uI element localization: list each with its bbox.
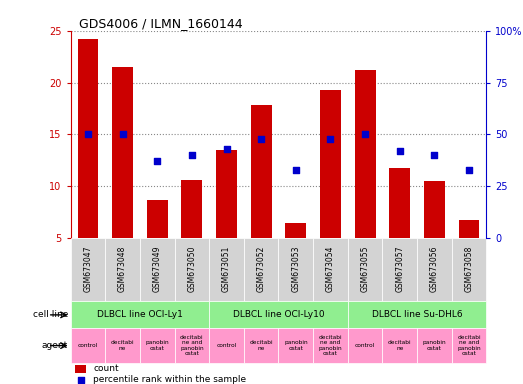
Text: decitabi
ne: decitabi ne xyxy=(249,340,273,351)
Bar xyxy=(71,328,105,363)
Text: GSM673056: GSM673056 xyxy=(430,245,439,292)
Point xyxy=(395,148,404,154)
Bar xyxy=(147,200,167,238)
Point xyxy=(292,167,300,173)
Bar xyxy=(251,105,271,238)
Point xyxy=(361,131,369,137)
Bar xyxy=(348,328,382,363)
Point xyxy=(430,152,439,158)
Bar xyxy=(355,70,376,238)
Text: panobin
ostat: panobin ostat xyxy=(423,340,446,351)
Text: cell line: cell line xyxy=(32,310,68,319)
Bar xyxy=(348,238,382,301)
Text: GSM673047: GSM673047 xyxy=(84,245,93,292)
Text: count: count xyxy=(94,364,119,373)
Bar xyxy=(452,238,486,301)
Bar xyxy=(459,220,480,238)
Bar xyxy=(105,238,140,301)
Text: decitabi
ne: decitabi ne xyxy=(388,340,412,351)
Text: panobin
ostat: panobin ostat xyxy=(145,340,169,351)
Bar xyxy=(112,67,133,238)
Text: GSM673052: GSM673052 xyxy=(257,245,266,292)
Bar xyxy=(417,328,452,363)
Bar xyxy=(209,301,348,328)
Bar xyxy=(140,238,175,301)
Point xyxy=(465,167,473,173)
Text: control: control xyxy=(78,343,98,348)
Text: GSM673053: GSM673053 xyxy=(291,245,300,292)
Bar xyxy=(75,364,86,373)
Point xyxy=(326,136,335,142)
Text: decitabi
ne and
panobin
ostat: decitabi ne and panobin ostat xyxy=(457,335,481,356)
Text: GSM673050: GSM673050 xyxy=(187,245,196,292)
Text: GSM673054: GSM673054 xyxy=(326,245,335,292)
Bar xyxy=(417,238,452,301)
Text: DLBCL line OCI-Ly1: DLBCL line OCI-Ly1 xyxy=(97,310,183,319)
Bar xyxy=(209,238,244,301)
Point xyxy=(118,131,127,137)
Bar xyxy=(278,238,313,301)
Bar xyxy=(181,180,202,238)
Bar xyxy=(382,328,417,363)
Text: control: control xyxy=(217,343,236,348)
Bar xyxy=(71,238,105,301)
Text: GSM673058: GSM673058 xyxy=(464,245,473,292)
Point xyxy=(188,152,196,158)
Bar xyxy=(424,181,445,238)
Bar xyxy=(286,223,306,238)
Point xyxy=(76,377,85,383)
Text: GSM673057: GSM673057 xyxy=(395,245,404,292)
Bar xyxy=(175,238,209,301)
Point xyxy=(257,136,265,142)
Bar xyxy=(389,167,410,238)
Point xyxy=(153,158,162,164)
Bar xyxy=(140,328,175,363)
Text: decitabi
ne and
panobin
ostat: decitabi ne and panobin ostat xyxy=(180,335,203,356)
Point xyxy=(84,131,92,137)
Bar xyxy=(313,238,348,301)
Bar xyxy=(77,39,98,238)
Text: DLBCL line Su-DHL6: DLBCL line Su-DHL6 xyxy=(372,310,462,319)
Text: DLBCL line OCI-Ly10: DLBCL line OCI-Ly10 xyxy=(233,310,324,319)
Bar xyxy=(175,328,209,363)
Bar xyxy=(216,150,237,238)
Bar xyxy=(278,328,313,363)
Bar xyxy=(244,238,278,301)
Bar xyxy=(452,328,486,363)
Bar xyxy=(105,328,140,363)
Text: panobin
ostat: panobin ostat xyxy=(284,340,308,351)
Point xyxy=(222,146,231,152)
Text: decitabi
ne and
panobin
ostat: decitabi ne and panobin ostat xyxy=(319,335,342,356)
Bar xyxy=(71,301,209,328)
Bar xyxy=(313,328,348,363)
Text: decitabi
ne: decitabi ne xyxy=(111,340,134,351)
Bar xyxy=(382,238,417,301)
Text: GSM673048: GSM673048 xyxy=(118,245,127,292)
Text: percentile rank within the sample: percentile rank within the sample xyxy=(94,375,247,384)
Text: GSM673051: GSM673051 xyxy=(222,245,231,292)
Bar xyxy=(209,328,244,363)
Bar xyxy=(348,301,486,328)
Text: GSM673049: GSM673049 xyxy=(153,245,162,292)
Text: control: control xyxy=(355,343,375,348)
Text: agent: agent xyxy=(42,341,68,350)
Text: GDS4006 / ILMN_1660144: GDS4006 / ILMN_1660144 xyxy=(79,17,243,30)
Bar xyxy=(244,328,278,363)
Text: GSM673055: GSM673055 xyxy=(361,245,370,292)
Bar xyxy=(320,90,341,238)
